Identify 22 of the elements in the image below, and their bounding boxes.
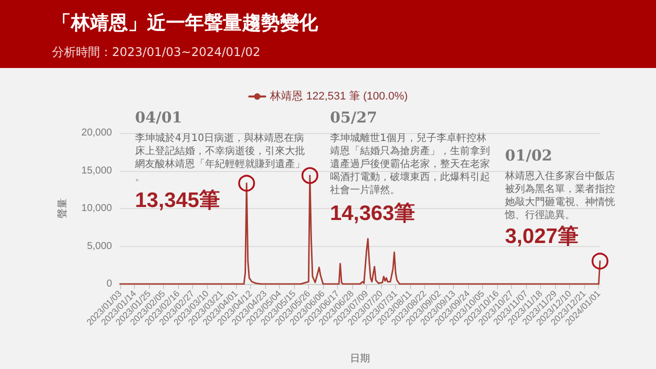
annotation: 李坤城離世1個月，兒子李卓軒控林靖恩「結婚只為搶房產」，生前拿到遺產過戶後便霸佔老家，整天在老家喝酒打電動，破壞東西，此爆料引起社會一片譁然。: [330, 132, 490, 196]
point: [302, 167, 318, 184]
annotation: 林靖恩入住多家台中飯店被列為黑名單，業者指控她敲大門砸電視、神情恍惚、行徑詭異。: [504, 170, 615, 221]
annotation: 李坤城於4月10日病逝，與林靖恩在病床上登記結婚，不幸病逝後，引來大批網友酸林靖恩「年紀輕輕就賺到遺產」。: [134, 132, 305, 183]
annotation: 13,345筆: [135, 189, 220, 212]
point: [238, 174, 255, 192]
chart-subtitle: 分析時間：2023/01/03~2024/01/02: [52, 44, 260, 61]
y-tick-label: 15,000: [81, 165, 112, 176]
point: [592, 252, 608, 270]
legend-label: 林靖恩 122,531 筆 (100.0%): [269, 90, 408, 102]
x-axis-title: 日期: [350, 352, 370, 364]
text: 04/01: [135, 108, 182, 126]
chart-title: 「林靖恩」近一年聲量趨勢變化: [52, 11, 318, 36]
y-axis-title: 聲量: [56, 198, 68, 218]
y-tick-label: 10,000: [81, 203, 112, 214]
annotation: 14,363筆: [330, 202, 416, 225]
y-tick-label: 20,000: [81, 128, 112, 138]
y-tick-label: 5,000: [86, 240, 112, 252]
annotation: 01/02: [505, 146, 552, 164]
annotation: 3,027筆: [505, 225, 579, 248]
text: 05/27: [330, 108, 378, 126]
y-tick-label: 0: [106, 278, 112, 290]
